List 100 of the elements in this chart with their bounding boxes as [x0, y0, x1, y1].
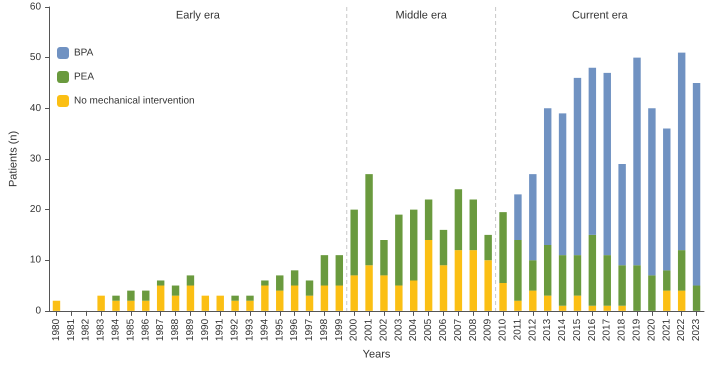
x-tick-label: 2022: [676, 318, 688, 342]
bar: [320, 286, 328, 311]
x-tick-label: 1981: [66, 318, 77, 342]
bar: [678, 52, 686, 250]
x-tick-label: 1994: [259, 318, 270, 342]
x-tick-label: 2018: [616, 318, 628, 342]
legend-label: PEA: [74, 72, 94, 82]
x-tick-label: 1982: [80, 318, 92, 342]
bar: [544, 245, 552, 296]
bar: [678, 290, 686, 311]
bar: [306, 280, 314, 296]
bar: [156, 286, 164, 311]
y-tick-label: 10: [30, 254, 42, 266]
bar: [424, 240, 432, 311]
x-tick-label: 2015: [572, 318, 583, 342]
x-tick-label: 2001: [364, 318, 375, 342]
bar: [663, 128, 671, 270]
legend-label: BPA: [74, 48, 94, 58]
x-tick-label: 2002: [378, 318, 390, 342]
bar: [261, 280, 269, 286]
y-tick-label: 20: [30, 204, 42, 216]
x-tick-label: 2012: [527, 318, 538, 342]
bar: [350, 210, 358, 276]
bar: [365, 265, 373, 311]
bar: [380, 275, 388, 311]
bar: [529, 174, 537, 260]
x-tick-label: 1988: [170, 318, 182, 342]
bar: [544, 296, 552, 311]
x-tick-label: 1998: [318, 318, 330, 342]
bar: [112, 300, 120, 311]
x-tick-label: 2017: [602, 318, 613, 342]
bar: [574, 296, 582, 311]
bar: [648, 275, 656, 311]
bar: [395, 286, 403, 311]
x-tick-label: 1996: [289, 318, 300, 342]
x-tick-label: 1983: [96, 318, 107, 342]
bar: [350, 275, 358, 311]
bar: [663, 290, 671, 311]
bar: [186, 275, 194, 286]
bar: [454, 250, 462, 311]
bar: [336, 286, 344, 311]
bar: [633, 265, 641, 311]
bar: [499, 283, 507, 311]
bar: [172, 286, 180, 296]
annotation: Early era: [176, 10, 221, 22]
y-tick-label: 60: [30, 2, 42, 12]
x-tick-label: 2011: [512, 318, 524, 340]
bar: [514, 194, 522, 240]
x-tick-label: 1987: [155, 318, 166, 342]
bar: [692, 286, 700, 311]
bar: [276, 275, 284, 291]
bar: [544, 108, 552, 246]
bar: [365, 174, 373, 266]
x-tick-label: 1980: [50, 318, 62, 342]
bar: [633, 58, 641, 266]
x-tick-label: 1993: [244, 318, 256, 342]
bar: [142, 300, 150, 311]
x-tick-label: 2021: [661, 318, 672, 342]
x-tick-label: 2014: [557, 318, 568, 342]
x-tick-label: 1997: [304, 318, 316, 342]
bar: [290, 286, 298, 311]
bar: [604, 255, 611, 306]
bar: [618, 265, 626, 306]
y-tick-label: 40: [30, 102, 42, 114]
bar: [470, 199, 477, 250]
x-tick-label: 2005: [423, 318, 434, 342]
bar: [290, 270, 298, 286]
bar: [574, 78, 582, 256]
bar: [692, 82, 700, 286]
bar: [156, 280, 164, 286]
bar: [558, 255, 566, 306]
y-tick-label: 30: [30, 153, 42, 164]
bar: [604, 72, 611, 256]
bar: [529, 260, 537, 291]
bar: [574, 255, 582, 296]
x-tick-label: 2023: [691, 318, 702, 342]
bar: [246, 296, 254, 301]
x-tick-label: 1999: [334, 318, 345, 342]
y-tick-label: 0: [35, 305, 42, 316]
bar: [246, 300, 254, 311]
x-tick-label: 1995: [274, 318, 286, 342]
bar: [336, 255, 344, 286]
bar: [440, 230, 448, 266]
bar: [588, 234, 596, 306]
bar: [52, 300, 60, 311]
bar: [97, 296, 105, 311]
bar: [499, 212, 507, 283]
bar: [663, 270, 671, 291]
bar: [186, 286, 194, 311]
bar: [558, 113, 566, 256]
bar: [142, 290, 150, 301]
x-tick-label: 2003: [393, 318, 404, 342]
x-tick-label: 1984: [110, 318, 122, 342]
bar: [276, 290, 284, 311]
x-axis-title: Years: [362, 348, 391, 360]
bar: [484, 234, 492, 260]
bar: [529, 290, 537, 311]
bar: [306, 296, 314, 311]
x-tick-label: 2006: [438, 318, 449, 342]
bar: [261, 286, 269, 311]
